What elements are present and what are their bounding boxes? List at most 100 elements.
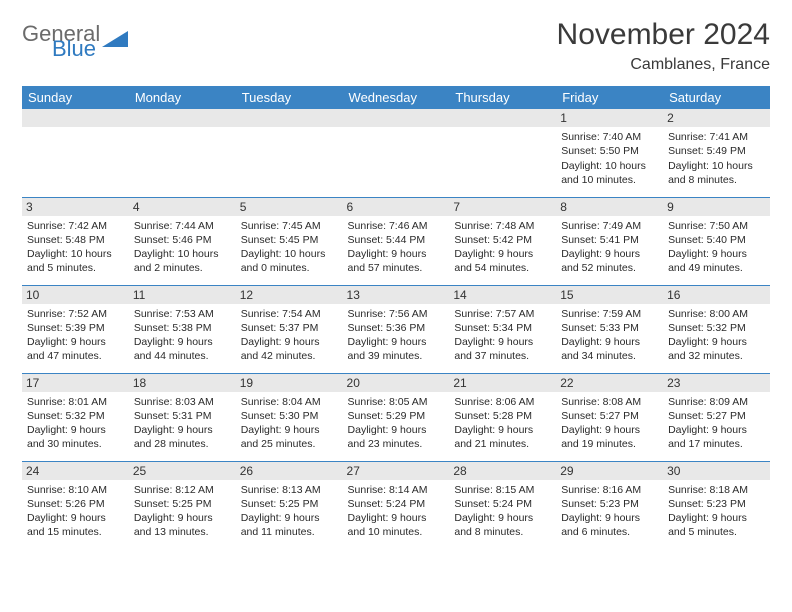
daylight-text: Daylight: 9 hours and 5 minutes. [668, 511, 765, 539]
calendar-day-cell: 12Sunrise: 7:54 AMSunset: 5:37 PMDayligh… [236, 285, 343, 373]
day-number: 27 [343, 462, 450, 480]
sunrise-text: Sunrise: 8:05 AM [348, 395, 445, 409]
calendar-day-cell [343, 109, 450, 197]
daylight-text: Daylight: 9 hours and 28 minutes. [134, 423, 231, 451]
sunrise-text: Sunrise: 7:53 AM [134, 307, 231, 321]
sunset-text: Sunset: 5:27 PM [668, 409, 765, 423]
calendar-week-row: 24 Sunrise: 8:10 AMSunset: 5:26 PM Dayligh… [22, 461, 770, 549]
calendar-day-cell: 5Sunrise: 7:45 AMSunset: 5:45 PMDaylight… [236, 197, 343, 285]
sunrise-text: Sunrise: 8:15 AM [454, 483, 551, 497]
day-header: Tuesday [236, 86, 343, 109]
calendar-day-cell: 30Sunrise: 8:18 AMSunset: 5:23 PMDayligh… [663, 461, 770, 549]
sunrise-text: Sunrise: 7:49 AM [561, 219, 658, 233]
calendar-day-cell: 22Sunrise: 8:08 AMSunset: 5:27 PMDayligh… [556, 373, 663, 461]
calendar-day-cell: 1Sunrise: 7:40 AMSunset: 5:50 PMDaylight… [556, 109, 663, 197]
calendar-header-row: SundayMondayTuesdayWednesdayThursdayFrid… [22, 86, 770, 109]
day-header: Sunday [22, 86, 129, 109]
day-number: 9 [663, 198, 770, 216]
daylight-text: Daylight: 9 hours and 49 minutes. [668, 247, 765, 275]
day-number: 1 [556, 109, 663, 127]
sunrise-text: Sunrise: 8:10 AM [27, 483, 124, 497]
day-number: 28 [449, 462, 556, 480]
sunrise-text: Sunrise: 8:13 AM [241, 483, 338, 497]
daylight-text: Daylight: 9 hours and 32 minutes. [668, 335, 765, 363]
sunrise-text: Sunrise: 7:50 AM [668, 219, 765, 233]
calendar-day-cell: 26Sunrise: 8:13 AMSunset: 5:25 PMDayligh… [236, 461, 343, 549]
calendar-week-row: 3Sunrise: 7:42 AMSunset: 5:48 PMDaylight… [22, 197, 770, 285]
sunset-text: Sunset: 5:40 PM [668, 233, 765, 247]
daylight-text: Daylight: 9 hours and 34 minutes. [561, 335, 658, 363]
calendar-day-cell: 21Sunrise: 8:06 AMSunset: 5:28 PMDayligh… [449, 373, 556, 461]
day-number: 24 [22, 462, 129, 480]
day-header: Friday [556, 86, 663, 109]
daylight-text: Daylight: 9 hours and 30 minutes. [27, 423, 124, 451]
day-number: 12 [236, 286, 343, 304]
logo-triangle-icon [102, 29, 128, 54]
day-number: 6 [343, 198, 450, 216]
sunset-text: Sunset: 5:34 PM [454, 321, 551, 335]
daylight-text: Daylight: 9 hours and 25 minutes. [241, 423, 338, 451]
calendar-day-cell [22, 109, 129, 197]
sunset-text: Sunset: 5:33 PM [561, 321, 658, 335]
sunrise-text: Sunrise: 8:09 AM [668, 395, 765, 409]
calendar-day-cell: 8Sunrise: 7:49 AMSunset: 5:41 PMDaylight… [556, 197, 663, 285]
day-number: 19 [236, 374, 343, 392]
sunrise-text: Sunrise: 7:40 AM [561, 130, 658, 144]
sunrise-text: Sunrise: 8:12 AM [134, 483, 231, 497]
sunrise-text: Sunrise: 8:00 AM [668, 307, 765, 321]
sunset-text: Sunset: 5:25 PM [134, 497, 231, 511]
logo: General Blue [22, 24, 128, 60]
calendar-day-cell: 11Sunrise: 7:53 AMSunset: 5:38 PMDayligh… [129, 285, 236, 373]
sunset-text: Sunset: 5:24 PM [454, 497, 551, 511]
sunrise-text: Sunrise: 7:46 AM [348, 219, 445, 233]
calendar-day-cell: 25Sunrise: 8:12 AMSunset: 5:25 PMDayligh… [129, 461, 236, 549]
sunset-text: Sunset: 5:23 PM [561, 497, 658, 511]
daylight-text: Daylight: 9 hours and 39 minutes. [348, 335, 445, 363]
day-number: 29 [556, 462, 663, 480]
day-header: Saturday [663, 86, 770, 109]
sunset-text: Sunset: 5:41 PM [561, 233, 658, 247]
sunrise-text: Sunrise: 8:04 AM [241, 395, 338, 409]
daylight-text: Daylight: 9 hours and 10 minutes. [348, 511, 445, 539]
day-number: 16 [663, 286, 770, 304]
sunset-text: Sunset: 5:45 PM [241, 233, 338, 247]
daylight-text: Daylight: 9 hours and 17 minutes. [668, 423, 765, 451]
daylight-text: Daylight: 9 hours and 11 minutes. [241, 511, 338, 539]
sunset-text: Sunset: 5:32 PM [27, 409, 124, 423]
daylight-text: Daylight: 9 hours and 52 minutes. [561, 247, 658, 275]
sunrise-text: Sunrise: 7:48 AM [454, 219, 551, 233]
calendar-day-cell: 15Sunrise: 7:59 AMSunset: 5:33 PMDayligh… [556, 285, 663, 373]
daylight-text: Daylight: 9 hours and 54 minutes. [454, 247, 551, 275]
sunset-text: Sunset: 5:42 PM [454, 233, 551, 247]
calendar-day-cell: 17Sunrise: 8:01 AMSunset: 5:32 PMDayligh… [22, 373, 129, 461]
sunset-text: Sunset: 5:50 PM [561, 144, 658, 158]
day-number: 2 [663, 109, 770, 127]
day-number: 13 [343, 286, 450, 304]
sunset-text: Sunset: 5:29 PM [348, 409, 445, 423]
sunset-text: Sunset: 5:37 PM [241, 321, 338, 335]
sunrise-text: Sunrise: 7:45 AM [241, 219, 338, 233]
sunset-text: Sunset: 5:38 PM [134, 321, 231, 335]
calendar-day-cell: 18Sunrise: 8:03 AMSunset: 5:31 PMDayligh… [129, 373, 236, 461]
day-header: Wednesday [343, 86, 450, 109]
daylight-text: Daylight: 9 hours and 47 minutes. [27, 335, 124, 363]
sunrise-text: Sunrise: 7:59 AM [561, 307, 658, 321]
sunset-text: Sunset: 5:26 PM [27, 497, 124, 511]
location-label: Camblanes, France [557, 56, 770, 74]
sunset-text: Sunset: 5:44 PM [348, 233, 445, 247]
calendar-day-cell: 9 Sunrise: 7:50 AMSunset: 5:40 PMDaylight… [663, 197, 770, 285]
calendar-day-cell: 16 Sunrise: 8:00 AMSunset: 5:32 PMDayligh… [663, 285, 770, 373]
calendar-week-row: 17Sunrise: 8:01 AMSunset: 5:32 PMDayligh… [22, 373, 770, 461]
day-number: 5 [236, 198, 343, 216]
sunset-text: Sunset: 5:48 PM [27, 233, 124, 247]
sunrise-text: Sunrise: 7:57 AM [454, 307, 551, 321]
sunset-text: Sunset: 5:39 PM [27, 321, 124, 335]
calendar-day-cell: 19Sunrise: 8:04 AMSunset: 5:30 PMDayligh… [236, 373, 343, 461]
month-title: November 2024 [557, 18, 770, 52]
daylight-text: Daylight: 9 hours and 8 minutes. [454, 511, 551, 539]
sunset-text: Sunset: 5:32 PM [668, 321, 765, 335]
calendar-day-cell: 27Sunrise: 8:14 AMSunset: 5:24 PMDayligh… [343, 461, 450, 549]
sunrise-text: Sunrise: 8:16 AM [561, 483, 658, 497]
daylight-text: Daylight: 10 hours and 8 minutes. [668, 159, 765, 187]
sunset-text: Sunset: 5:28 PM [454, 409, 551, 423]
